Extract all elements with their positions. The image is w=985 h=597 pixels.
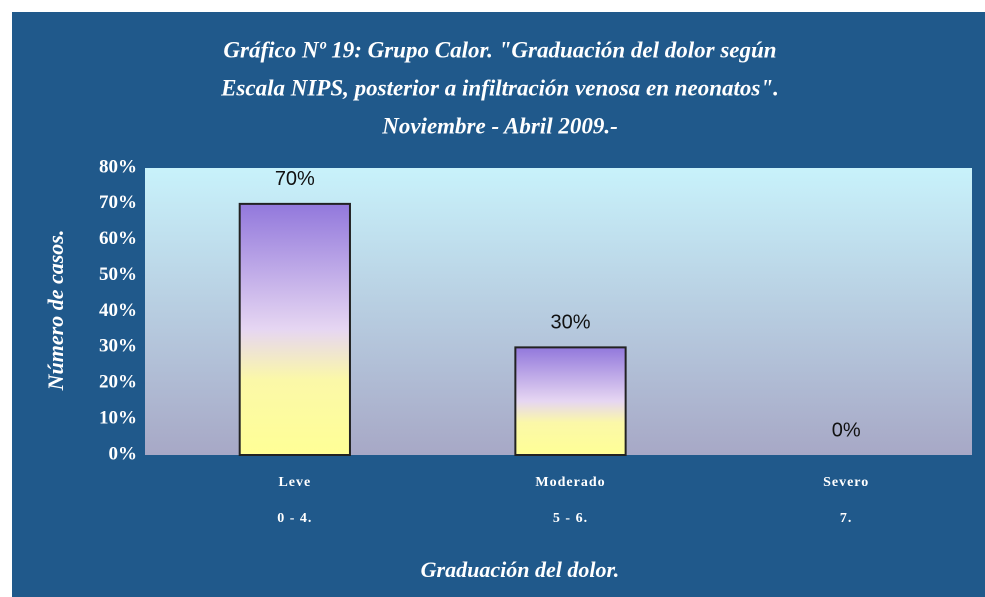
chart-title: Noviembre - Abril 2009.- [381,113,618,138]
y-tick-label: 80% [99,156,137,177]
y-tick-label: 40% [99,300,137,321]
y-tick-label: 30% [99,336,137,357]
x-tick-label: Moderado [535,475,605,490]
chart-title: Gráfico Nº 19: Grupo Calor. "Graduación … [223,37,776,62]
x-tick-label: Severo [823,475,869,490]
data-label: 0% [832,419,861,441]
data-label: 70% [275,168,315,190]
y-axis-title: Número de casos. [43,230,68,392]
data-label: 30% [550,312,590,334]
x-tick-range: 0 - 4. [277,511,312,526]
y-tick-label: 60% [99,228,137,249]
y-tick-label: 70% [99,192,137,213]
x-tick-label: Leve [278,475,311,490]
x-axis-title: Graduación del dolor. [421,557,620,582]
x-tick-range: 7. [840,511,853,526]
x-tick-range: 5 - 6. [553,511,588,526]
bar [514,346,627,456]
y-tick-label: 50% [99,264,137,285]
y-tick-label: 0% [109,443,138,464]
bar [238,202,351,456]
y-tick-label: 20% [99,372,137,393]
chart-title: Escala NIPS, posterior a infiltración ve… [220,75,779,100]
y-tick-label: 10% [99,407,137,428]
